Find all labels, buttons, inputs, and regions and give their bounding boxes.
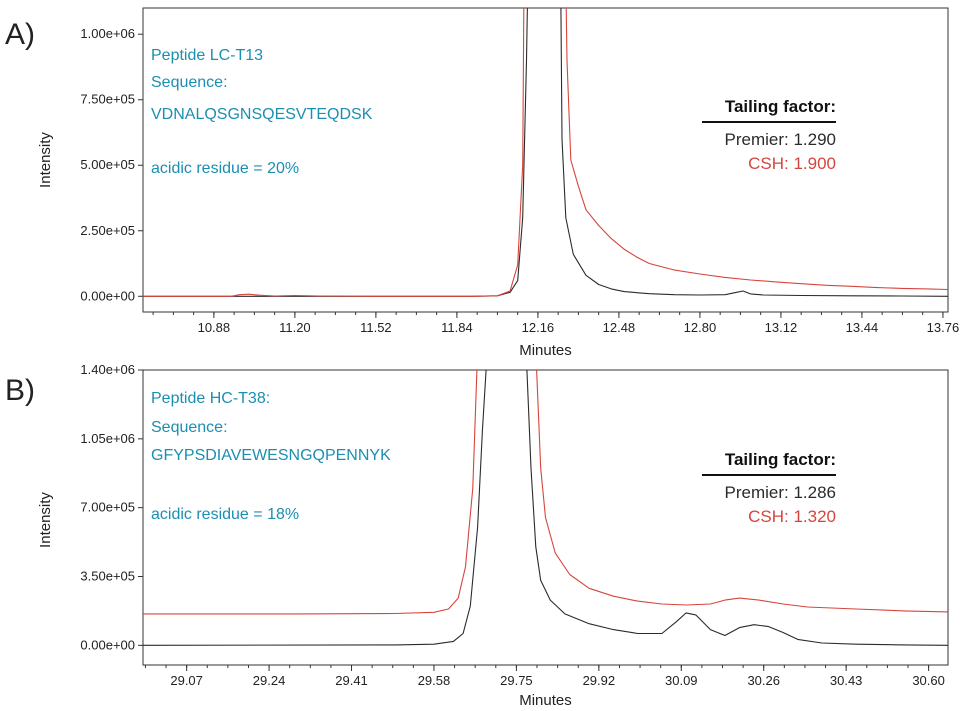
sequence-text: GFYPSDIAVEWESNGQPENNYK [151,447,391,464]
chart-panel-b: B) 0.00e+00 3.50e+05 7.00e+05 1.05e+06 1.40e+… [5,362,949,709]
y-tick-label: 0.00e+00 [80,637,135,652]
x-axis-label: Minutes [519,342,572,359]
x-tick-label: 29.24 [253,673,286,688]
plot-frame [142,369,949,666]
tailing-factor-title: Tailing factor: [725,450,836,469]
series-line-premier [143,370,948,646]
x-tick-label: 12.80 [684,320,717,335]
x-tick-label: 30.09 [665,673,698,688]
y-tick-label: 1.05e+06 [80,431,135,446]
chart-panel-a: A) 0.00e+00 2.50e+05 5.00e+05 7.50e+05 1.00e+… [5,7,960,359]
peptide-name: Peptide LC-T13 [151,47,263,64]
y-tick-label: 2.50e+05 [80,223,135,238]
tailing-factor-title: Tailing factor: [725,97,836,116]
y-tick-label: 7.50e+05 [80,92,135,107]
x-tick-label: 11.20 [279,320,311,335]
y-tick-label: 0.00e+00 [80,288,135,303]
x-tick-label: 29.41 [335,673,368,688]
traces [143,370,948,646]
x-tick-label: 12.16 [522,320,555,335]
x-tick-label: 11.52 [360,320,392,335]
sequence-text: VDNALQSGNSQESVTEQDSK [151,106,373,123]
y-tick-label: 7.00e+05 [80,500,135,515]
x-tick-label: 29.92 [583,673,616,688]
y-tick-label: 1.40e+06 [80,362,135,377]
x-tick-label: 13.76 [927,320,960,335]
sequence-label: Sequence: [151,419,228,436]
sequence-label: Sequence: [151,74,228,91]
series-line-csh [143,370,948,615]
x-tick-label: 30.60 [912,673,945,688]
tailing-premier: Premier: 1.290 [725,130,837,149]
x-axis-label: Minutes [519,692,572,709]
x-tick-label: 29.75 [500,673,533,688]
x-tick-label: 11.84 [441,320,473,335]
tailing-csh: CSH: 1.320 [748,507,836,526]
x-tick-label: 13.44 [846,320,879,335]
acidic-residue-text: acidic residue = 20% [151,160,299,177]
x-tick-label: 12.48 [603,320,636,335]
y-axis-label: Intensity [37,132,54,188]
y-tick-label: 1.00e+06 [80,26,135,41]
x-tick-label: 29.07 [170,673,203,688]
x-tick-label: 29.58 [418,673,451,688]
panel-label: B) [5,374,35,407]
y-tick-label: 3.50e+05 [80,569,135,584]
acidic-residue-text: acidic residue = 18% [151,506,299,523]
series-line-premier [143,8,948,297]
plot-frame [142,7,949,313]
y-tick-label: 5.00e+05 [80,157,135,172]
peptide-name: Peptide HC-T38: [151,390,270,407]
tailing-premier: Premier: 1.286 [725,483,837,502]
x-tick-label: 30.43 [830,673,863,688]
x-tick-label: 30.26 [747,673,780,688]
panel-label: A) [5,18,35,51]
tailing-csh: CSH: 1.900 [748,154,836,173]
traces [143,8,948,297]
x-tick-label: 10.88 [198,320,231,335]
series-line-csh [143,8,948,297]
x-tick-label: 13.12 [765,320,798,335]
y-axis-label: Intensity [37,492,54,548]
